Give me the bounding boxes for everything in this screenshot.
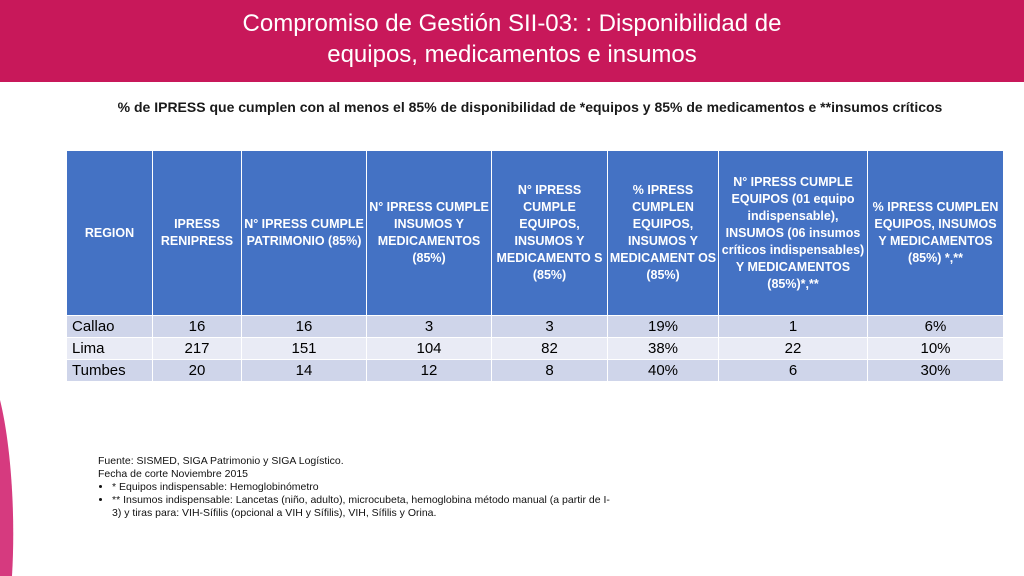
table-cell: 12 [366,359,492,382]
column-header-cumple-indispensables: N° IPRESS CUMPLE EQUIPOS (01 equipo indi… [718,150,868,316]
table-row: Lima 217 151 104 82 38% 22 10% [66,337,1004,360]
footnote-list: * Equipos indispensable: Hemoglobinómetr… [98,481,618,520]
table-cell: 19% [607,315,719,338]
column-header-cumple-equipos-insumos-medicamentos: N° IPRESS CUMPLE EQUIPOS, INSUMOS Y MEDI… [491,150,608,316]
table-cell-region: Tumbes [66,359,153,382]
page-title: Compromiso de Gestión SII-03: : Disponib… [0,8,1024,70]
table-cell: 16 [152,315,242,338]
table-cell: 40% [607,359,719,382]
table-cell: 3 [366,315,492,338]
table-row: Callao 16 16 3 3 19% 1 6% [66,315,1004,338]
table-cell: 16 [241,315,367,338]
source-note: Fuente: SISMED, SIGA Patrimonio y SIGA L… [98,455,344,467]
compliance-table: REGION IPRESS RENIPRESS N° IPRESS CUMPLE… [66,150,1004,382]
table-cell: 151 [241,337,367,360]
table-row: Tumbes 20 14 12 8 40% 6 30% [66,359,1004,382]
table-cell: 22 [718,337,868,360]
table-cell: 82 [491,337,608,360]
table-cell: 6% [867,315,1004,338]
column-header-cumple-insumos-medicamentos: N° IPRESS CUMPLE INSUMOS Y MEDICAMENTOS … [366,150,492,316]
footnotes: Fuente: SISMED, SIGA Patrimonio y SIGA L… [98,455,618,520]
cutoff-date-note: Fecha de corte Noviembre 2015 [98,468,248,480]
page-title-line-1: Compromiso de Gestión SII-03: : Disponib… [242,10,782,37]
table-cell: 217 [152,337,242,360]
footnote-equipment: * Equipos indispensable: Hemoglobinómetr… [112,481,618,494]
table-subtitle: % de IPRESS que cumplen con al menos el … [117,99,943,115]
table-cell: 38% [607,337,719,360]
column-header-ipress-renipress: IPRESS RENIPRESS [152,150,242,316]
table-cell: 30% [867,359,1004,382]
table-cell: 3 [491,315,608,338]
table-cell: 1 [718,315,868,338]
table-cell-region: Lima [66,337,153,360]
column-header-cumple-patrimonio: N° IPRESS CUMPLE PATRIMONIO (85%) [241,150,367,316]
table-cell-region: Callao [66,315,153,338]
column-header-pct-cumplen-indispensables: % IPRESS CUMPLEN EQUIPOS, INSUMOS Y MEDI… [867,150,1004,316]
table-cell: 8 [491,359,608,382]
table-header-row: REGION IPRESS RENIPRESS N° IPRESS CUMPLE… [66,150,1004,316]
decorative-accent-shape [0,400,14,576]
title-banner: Compromiso de Gestión SII-03: : Disponib… [0,0,1024,82]
table-cell: 104 [366,337,492,360]
table-cell: 10% [867,337,1004,360]
column-header-region: REGION [66,150,153,316]
table-cell: 20 [152,359,242,382]
column-header-pct-cumplen: % IPRESS CUMPLEN EQUIPOS, INSUMOS Y MEDI… [607,150,719,316]
table-cell: 14 [241,359,367,382]
page-title-line-2: equipos, medicamentos e insumos [327,41,697,68]
footnote-supplies: ** Insumos indispensable: Lancetas (niño… [112,494,618,520]
table-cell: 6 [718,359,868,382]
